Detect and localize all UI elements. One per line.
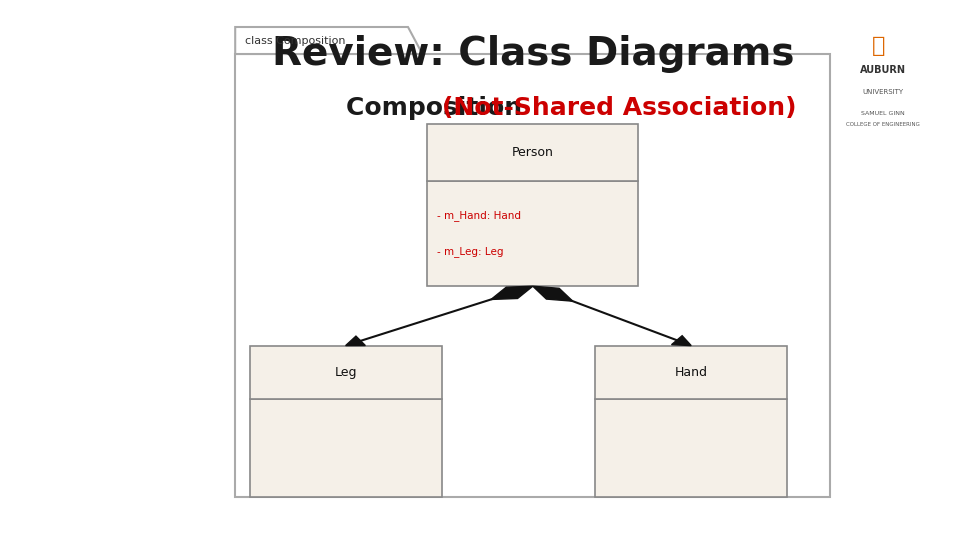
Bar [235,54,830,497]
Polygon shape [533,286,573,301]
Polygon shape [235,27,422,54]
Text: Leg: Leg [334,366,357,379]
Bar [250,399,442,497]
Text: - m_Leg: Leg: - m_Leg: Leg [437,246,503,256]
Bar [250,346,442,399]
Text: Composition: Composition [346,96,531,120]
Bar [595,399,787,497]
Polygon shape [491,286,533,300]
Text: - m_Hand: Hand: - m_Hand: Hand [437,211,521,221]
Text: 🏛: 🏛 [872,36,885,56]
Text: AUBURN: AUBURN [860,65,906,75]
Bar [427,181,638,286]
Polygon shape [346,336,366,346]
Text: UNIVERSITY: UNIVERSITY [863,89,903,95]
Text: Hand: Hand [675,366,708,379]
Text: (Not-Shared Association): (Not-Shared Association) [442,96,796,120]
Polygon shape [671,336,691,346]
Text: COLLEGE OF ENGINEERING: COLLEGE OF ENGINEERING [847,122,920,127]
Bar [595,346,787,399]
Text: class Composition: class Composition [245,36,346,45]
Text: SAMUEL GINN: SAMUEL GINN [861,111,905,116]
Text: Review: Class Diagrams: Review: Class Diagrams [272,35,794,73]
Text: Person: Person [512,146,554,159]
Bar [427,124,638,181]
